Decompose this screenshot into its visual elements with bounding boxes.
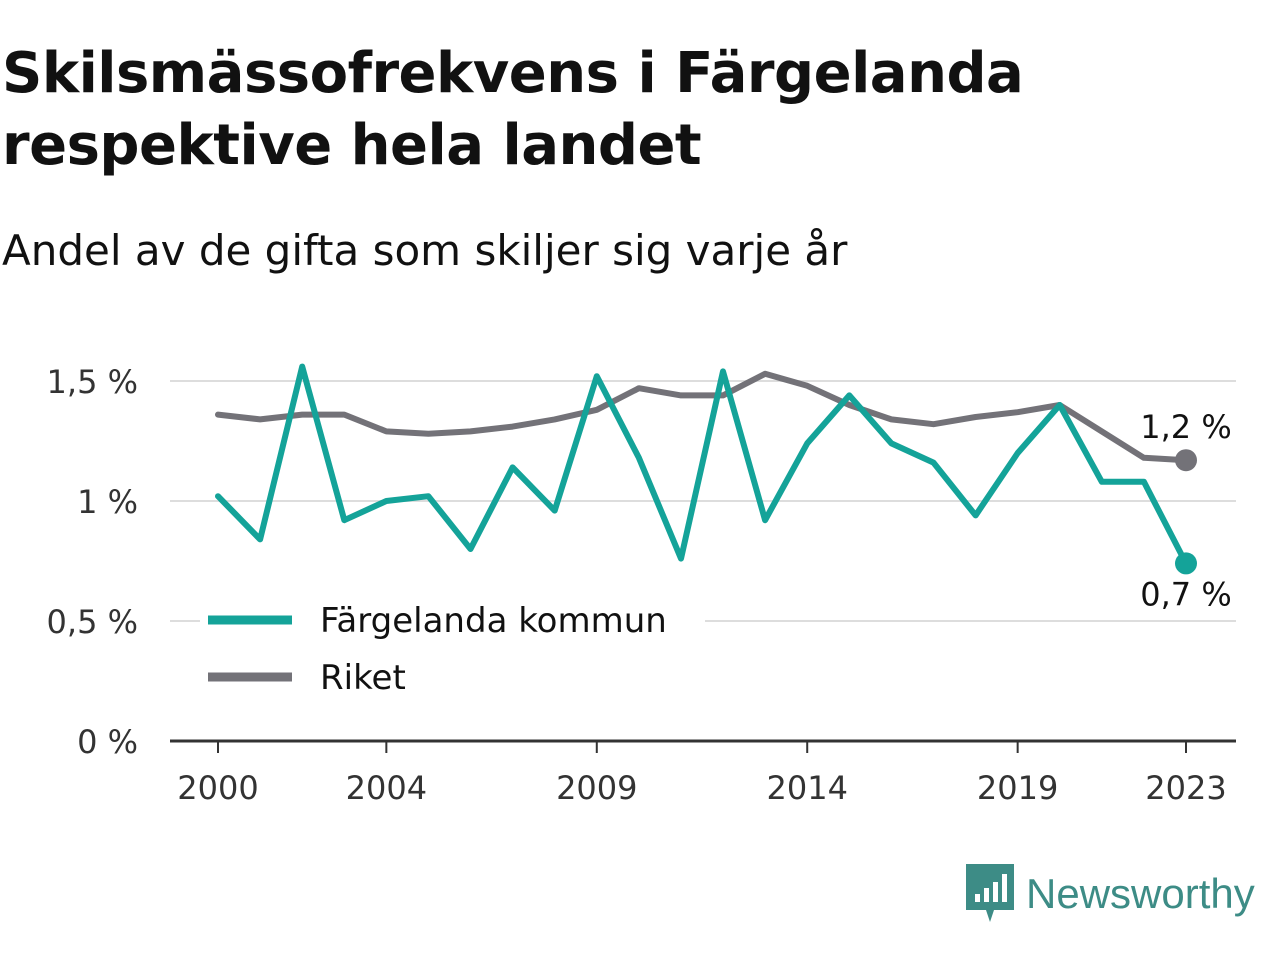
x-tick-label: 2023 <box>1145 769 1226 807</box>
x-tick-label: 2014 <box>766 769 847 807</box>
series-line <box>215 370 1189 464</box>
series-line <box>215 363 1189 567</box>
x-tick-label: 2019 <box>977 769 1058 807</box>
x-axis: 2000 2004 2009 2014 2019 2023 <box>170 739 1236 807</box>
x-tick-label: 2009 <box>556 769 637 807</box>
end-value-label: 0,7 % <box>1140 575 1231 613</box>
line-chart: 0 % 0,5 % 1 % 1,5 % 2000 2004 2009 2014 2019 202… <box>47 363 1236 807</box>
chart-title: Skilsmässofrekvens i Färgelanda respekti… <box>2 41 1024 178</box>
legend-label: Riket <box>320 658 406 698</box>
legend-label: Färgelanda kommun <box>320 601 667 641</box>
y-tick-label: 1,5 % <box>47 363 138 401</box>
y-axis: 0 % 0,5 % 1 % 1,5 % <box>47 363 138 761</box>
legend-background <box>200 590 705 700</box>
brand-name: Newsworthy <box>1026 870 1255 917</box>
end-point-marker <box>1175 552 1197 575</box>
brand-logo: Newsworthy <box>964 862 1255 926</box>
end-labels: 0,7 % 1,2 % <box>1140 408 1231 613</box>
y-tick-label: 0 % <box>77 723 138 761</box>
chart-bubble-icon <box>966 864 1014 922</box>
series-lines <box>215 363 1197 575</box>
legend: Färgelanda kommun Riket <box>200 590 705 700</box>
chart-subtitle: Andel av de gifta som skiljer sig varje … <box>2 226 848 275</box>
y-tick-label: 0,5 % <box>47 603 138 641</box>
end-point-marker <box>1175 449 1197 472</box>
x-tick-label: 2000 <box>177 769 258 807</box>
end-value-label: 1,2 % <box>1140 408 1231 446</box>
x-tick-label: 2004 <box>346 769 427 807</box>
y-tick-label: 1 % <box>77 483 138 521</box>
